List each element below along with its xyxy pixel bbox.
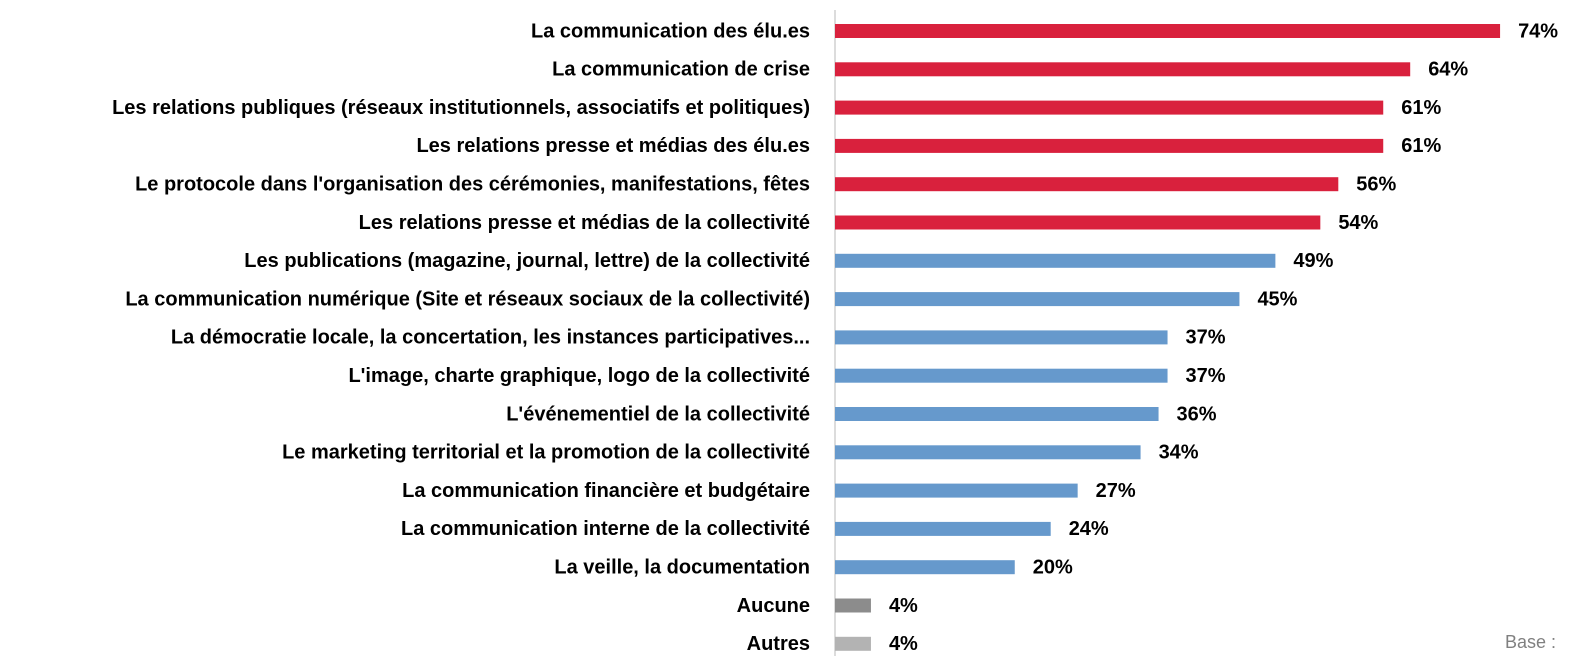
value-label: 54% xyxy=(1338,212,1378,234)
value-label: 61% xyxy=(1401,97,1441,119)
category-label: L'événementiel de la collectivité xyxy=(506,403,810,425)
value-label: 37% xyxy=(1186,327,1226,349)
annotation: Base : xyxy=(1505,632,1556,652)
value-label: 20% xyxy=(1033,556,1073,578)
bar xyxy=(835,445,1141,460)
value-label: 37% xyxy=(1186,365,1226,387)
bar xyxy=(835,330,1168,345)
bar xyxy=(835,560,1015,575)
bar xyxy=(835,100,1384,115)
bar xyxy=(835,368,1168,383)
bar xyxy=(835,292,1240,307)
value-label: 36% xyxy=(1177,403,1217,425)
value-label: 56% xyxy=(1356,173,1396,195)
category-label: La communication des élu.es xyxy=(531,20,810,42)
category-label: Les relations presse et médias des élu.e… xyxy=(416,135,810,157)
value-label: 61% xyxy=(1401,135,1441,157)
value-label: 4% xyxy=(889,633,918,655)
value-label: 45% xyxy=(1257,288,1297,310)
category-label: La communication interne de la collectiv… xyxy=(401,518,810,540)
bar xyxy=(835,407,1159,421)
category-label: Aucune xyxy=(737,595,810,617)
category-label: Les publications (magazine, journal, let… xyxy=(244,250,810,272)
bar xyxy=(835,253,1276,268)
value-label: 34% xyxy=(1159,442,1199,464)
value-label: 74% xyxy=(1518,20,1558,42)
value-label: 4% xyxy=(889,595,918,617)
bar xyxy=(835,636,871,651)
category-label: Autres xyxy=(747,633,810,655)
bar xyxy=(835,483,1078,498)
bar xyxy=(835,598,871,613)
bar xyxy=(835,24,1501,38)
value-label: 27% xyxy=(1096,480,1136,502)
category-label: La veille, la documentation xyxy=(554,556,810,578)
category-label: La démocratie locale, la concertation, l… xyxy=(171,327,810,349)
category-label: La communication financière et budgétair… xyxy=(402,480,810,502)
bar xyxy=(835,138,1384,153)
value-label: 24% xyxy=(1069,518,1109,540)
category-label: Les relations publiques (réseaux institu… xyxy=(112,97,810,119)
value-label: 64% xyxy=(1428,59,1468,81)
category-label: Le marketing territorial et la promotion… xyxy=(282,442,810,464)
bar xyxy=(835,62,1411,77)
category-label: Le protocole dans l'organisation des cér… xyxy=(135,173,810,195)
bar xyxy=(835,521,1051,536)
category-label: La communication numérique (Site et rése… xyxy=(125,288,810,310)
value-label: 49% xyxy=(1293,250,1333,272)
category-label: L'image, charte graphique, logo de la co… xyxy=(348,365,810,387)
category-label: Les relations presse et médias de la col… xyxy=(359,212,810,234)
bar xyxy=(835,215,1321,230)
bar xyxy=(835,177,1339,192)
category-label: La communication de crise xyxy=(552,59,810,81)
